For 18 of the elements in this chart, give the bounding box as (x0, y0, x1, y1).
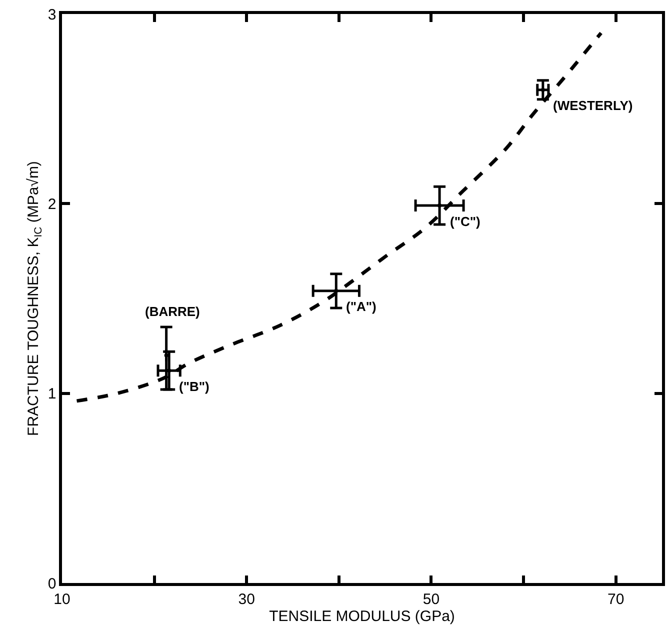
x-tick-label: 10 (54, 590, 70, 608)
point (164, 353, 168, 358)
point (167, 368, 172, 373)
annotation: ("B") (179, 379, 210, 394)
x-tick-label: 50 (422, 590, 440, 608)
y-tick-label: 2 (48, 196, 56, 213)
point (334, 288, 338, 293)
y-tick-label: 0 (48, 575, 56, 592)
point (438, 204, 442, 208)
annotation: (BARRE) (145, 304, 200, 319)
y-tick-label: 1 (48, 386, 56, 403)
x-tick-label: 30 (238, 590, 255, 608)
x-axis-title: TENSILE MODULUS (GPa) (269, 608, 455, 625)
annotation: (WESTERLY) (553, 98, 633, 113)
annotation: ("C") (450, 214, 480, 229)
annotation: ("A") (346, 299, 376, 314)
x-tick-label: 70 (608, 590, 624, 608)
y-tick-label: 3 (48, 6, 56, 24)
